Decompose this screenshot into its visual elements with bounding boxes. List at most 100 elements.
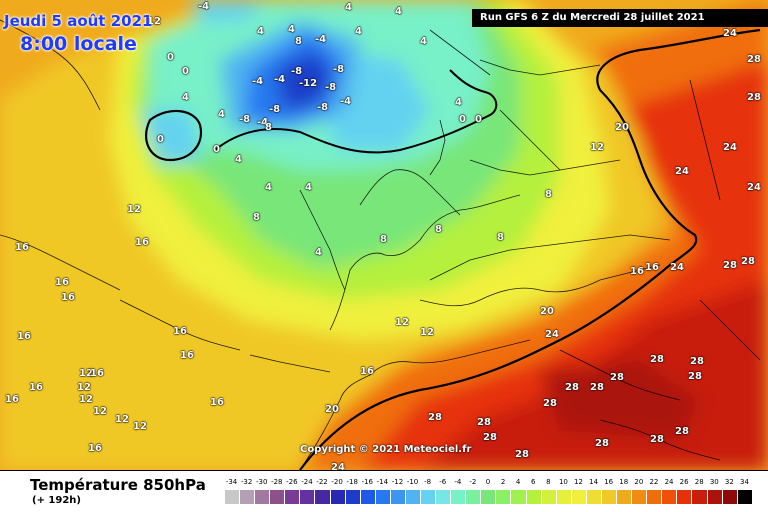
- scale-swatch: [436, 490, 452, 504]
- scale-tick-label: 24: [664, 478, 674, 486]
- scale-tick-label: 18: [619, 478, 629, 486]
- contour-label: 8: [497, 232, 504, 243]
- contour-label: 28: [595, 438, 609, 449]
- contour-label: -4: [252, 76, 264, 87]
- contour-label: 16: [90, 368, 104, 379]
- scale-tick-label: 34: [739, 478, 749, 486]
- contour-label: 28: [747, 54, 761, 65]
- color-scale-swatches: [225, 490, 753, 504]
- scale-swatch: [466, 490, 482, 504]
- coastlines: [0, 19, 761, 470]
- scale-swatch: [586, 490, 602, 504]
- scale-tick-label: 16: [604, 478, 614, 486]
- valid-time: 8:00 locale: [20, 33, 137, 55]
- scale-swatch: [677, 490, 693, 504]
- contour-label: 28: [477, 417, 491, 428]
- contour-label: -8: [239, 114, 251, 125]
- contour-label: 4: [265, 182, 272, 193]
- contour-label: 28: [515, 449, 529, 460]
- scale-swatch: [285, 490, 301, 504]
- contour-label: 28: [483, 432, 497, 443]
- contour-label: 8: [435, 224, 442, 235]
- scale-tick-label: -34: [225, 478, 238, 486]
- scale-swatch: [722, 490, 738, 504]
- contour-label: 12: [79, 368, 93, 379]
- contour-label: 0: [459, 114, 466, 125]
- scale-tick-label: 22: [649, 478, 659, 486]
- contour-label: 28: [543, 398, 557, 409]
- contour-label: 16: [88, 443, 102, 454]
- contour-label: 4: [235, 154, 242, 165]
- contour-label: 24: [747, 182, 761, 193]
- scale-swatch: [375, 490, 391, 504]
- scale-tick-label: 26: [679, 478, 689, 486]
- contour-label: 24: [723, 28, 737, 39]
- contour-label: 8: [295, 36, 302, 47]
- scale-swatch: [571, 490, 587, 504]
- scale-swatch: [601, 490, 618, 504]
- contour-label: 16: [645, 262, 659, 273]
- contour-label: 28: [650, 354, 664, 365]
- contour-label: 28: [650, 434, 664, 445]
- contour-label: 4: [218, 109, 225, 120]
- forecast-hour: (+ 192h): [32, 495, 81, 506]
- scale-tick-label: 10: [558, 478, 568, 486]
- scale-tick-label: 28: [694, 478, 704, 486]
- contour-label: 0: [182, 66, 189, 77]
- scale-swatch: [240, 490, 256, 504]
- isotherm-0-west: [145, 109, 203, 162]
- contour-label: 12: [395, 317, 409, 328]
- contour-label: 0: [167, 52, 174, 63]
- contour-label: 4: [420, 36, 427, 47]
- scale-tick-label: 30: [709, 478, 719, 486]
- contour-label: 0: [157, 134, 164, 145]
- contour-label: 28: [565, 382, 579, 393]
- scale-tick-label: -12: [391, 478, 404, 486]
- contour-label: 16: [15, 242, 29, 253]
- scale-tick-label: 12: [574, 478, 583, 486]
- contour-label: -4: [340, 96, 352, 107]
- contour-label: 16: [173, 326, 187, 337]
- contour-label: 8: [253, 212, 260, 223]
- scale-tick-label: -22: [316, 478, 328, 486]
- scale-swatch: [707, 490, 723, 504]
- scale-tick-label: -20: [331, 478, 343, 486]
- scale-tick-label: -18: [346, 478, 358, 486]
- contour-label: 4: [455, 97, 462, 108]
- scale-swatch: [345, 490, 361, 504]
- contour-label: 12: [133, 421, 147, 432]
- contour-label: -12: [299, 78, 318, 89]
- contour-label: 4: [288, 24, 295, 35]
- contour-label: 12: [93, 406, 107, 417]
- contour-label: 16: [210, 397, 224, 408]
- scale-tick-label: 0: [485, 478, 491, 486]
- scale-tick-label: 20: [634, 478, 644, 486]
- contour-label: 28: [688, 371, 702, 382]
- contour-label: 28: [590, 382, 604, 393]
- scale-tick-label: -10: [406, 478, 419, 486]
- contour-label: 0: [213, 144, 220, 155]
- contour-label: 28: [741, 256, 755, 267]
- contour-label: -8: [317, 102, 329, 113]
- contour-label: 16: [180, 350, 194, 361]
- scale-tick-label: 2: [500, 478, 506, 486]
- contour-label: 8: [380, 234, 387, 245]
- contour-label: 28: [428, 412, 442, 423]
- contour-label: 16: [135, 237, 149, 248]
- color-scale-ticks: -34 -32 -30 -28 -26 -24 -22 -20 -18 -16 -14 -12 -10-…: [225, 478, 753, 490]
- scale-swatch: [632, 490, 648, 504]
- contour-label: 24: [675, 166, 689, 177]
- contour-label: 4: [315, 247, 322, 258]
- scale-tick-label: -26: [286, 478, 298, 486]
- contour-label: 16: [360, 366, 374, 377]
- scale-tick-label: -2: [469, 478, 477, 486]
- scale-swatch: [225, 490, 241, 504]
- contour-label: 16: [61, 292, 75, 303]
- contour-label: 20: [540, 306, 554, 317]
- zone-minus12: [275, 50, 335, 110]
- contour-label: 20: [325, 404, 339, 415]
- copyright-notice: Copyright © 2021 Meteociel.fr: [300, 444, 472, 455]
- scale-swatch: [270, 490, 286, 504]
- scale-swatch: [421, 490, 437, 504]
- scale-swatch: [617, 490, 633, 504]
